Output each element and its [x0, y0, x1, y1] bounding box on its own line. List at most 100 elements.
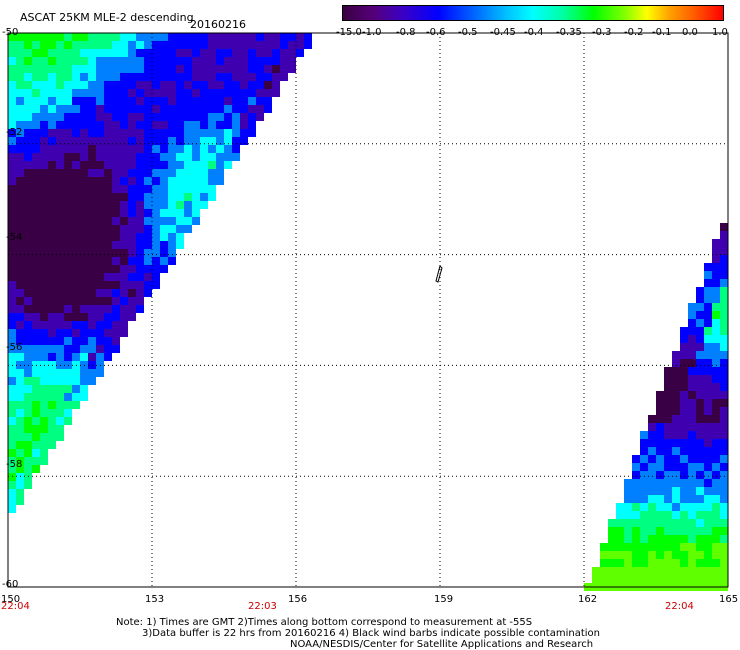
swath-cell	[112, 233, 120, 241]
swath-cell	[696, 567, 704, 575]
swath-cell	[16, 161, 24, 169]
swath-cell	[240, 81, 248, 89]
swath-cell	[152, 137, 160, 145]
swath-cell	[648, 551, 656, 559]
swath-cell	[216, 145, 224, 153]
swath-cell	[104, 161, 112, 169]
swath-cell	[16, 465, 24, 473]
swath-cell	[192, 161, 200, 169]
swath-cell	[664, 503, 672, 511]
swath-cell	[664, 487, 672, 495]
swath-cell	[672, 359, 680, 367]
swath-cell	[184, 41, 192, 49]
swath-cell	[680, 559, 688, 567]
swath-cell	[72, 209, 80, 217]
swath-cell	[680, 503, 688, 511]
swath-cell	[712, 431, 720, 439]
swath-cell	[72, 281, 80, 289]
swath-cell	[272, 73, 280, 81]
swath-cell	[120, 321, 128, 329]
swath-cell	[112, 321, 120, 329]
swath-cell	[160, 137, 168, 145]
swath-cell	[704, 575, 712, 583]
swath-cell	[696, 375, 704, 383]
swath-cell	[56, 401, 64, 409]
colorbar	[342, 5, 724, 21]
x-tick-label: 156	[288, 594, 308, 605]
colorbar-label: -0.4	[524, 27, 544, 38]
swath-cell	[168, 41, 176, 49]
swath-cell	[32, 257, 40, 265]
map-title: ASCAT 25KM MLE-2 descending	[20, 11, 194, 24]
swath-cell	[144, 73, 152, 81]
swath-cell	[152, 57, 160, 65]
swath-cell	[712, 415, 720, 423]
swath-cell	[664, 391, 672, 399]
swath-cell	[696, 351, 704, 359]
swath-cell	[704, 327, 712, 335]
swath-cell	[640, 455, 648, 463]
swath-cell	[120, 57, 128, 65]
swath-cell	[120, 185, 128, 193]
swath-cell	[40, 73, 48, 81]
swath-cell	[192, 73, 200, 81]
swath-cell	[184, 209, 192, 217]
swath-cell	[624, 551, 632, 559]
swath-cell	[648, 423, 656, 431]
swath-cell	[112, 249, 120, 257]
swath-cell	[184, 225, 192, 233]
swath-cell	[64, 369, 72, 377]
swath-cell	[688, 495, 696, 503]
swath-cell	[56, 153, 64, 161]
swath-cell	[8, 161, 16, 169]
swath-cell	[104, 57, 112, 65]
swath-cell	[232, 137, 240, 145]
swath-cell	[56, 329, 64, 337]
swath-cell	[200, 153, 208, 161]
swath-cell	[704, 503, 712, 511]
swath-cell	[296, 49, 304, 57]
swath-cell	[88, 137, 96, 145]
swath-cell	[616, 527, 624, 535]
swath-cell	[128, 273, 136, 281]
swath-cell	[40, 265, 48, 273]
swath-cell	[224, 137, 232, 145]
swath-cell	[224, 161, 232, 169]
swath-cell	[112, 185, 120, 193]
swath-cell	[72, 73, 80, 81]
swath-cell	[64, 233, 72, 241]
swath-cell	[144, 233, 152, 241]
swath-cell	[136, 81, 144, 89]
y-tick-label: -56	[6, 342, 23, 353]
swath-cell	[632, 567, 640, 575]
swath-cell	[712, 311, 720, 319]
swath-cell	[16, 273, 24, 281]
swath-cell	[104, 33, 112, 41]
swath-cell	[8, 137, 16, 145]
swath-cell	[8, 425, 16, 433]
swath-cell	[600, 575, 608, 583]
swath-cell	[8, 457, 16, 465]
swath-cell	[32, 49, 40, 57]
swath-cell	[280, 65, 288, 73]
swath-cell	[688, 487, 696, 495]
swath-cell	[56, 201, 64, 209]
swath-cell	[120, 305, 128, 313]
swath-cell	[24, 113, 32, 121]
swath-cell	[640, 495, 648, 503]
swath-cell	[136, 97, 144, 105]
swath-cell	[696, 495, 704, 503]
swath-cell	[88, 305, 96, 313]
swath-cell	[168, 97, 176, 105]
swath-cell	[16, 385, 24, 393]
swath-cell	[720, 287, 728, 295]
swath-cell	[704, 519, 712, 527]
swath-cell	[712, 255, 720, 263]
swath-cell	[696, 383, 704, 391]
swath-cell	[72, 81, 80, 89]
swath-cell	[680, 495, 688, 503]
swath-cell	[216, 33, 224, 41]
swath-cell	[32, 81, 40, 89]
swath-cell	[32, 313, 40, 321]
swath-cell	[192, 49, 200, 57]
